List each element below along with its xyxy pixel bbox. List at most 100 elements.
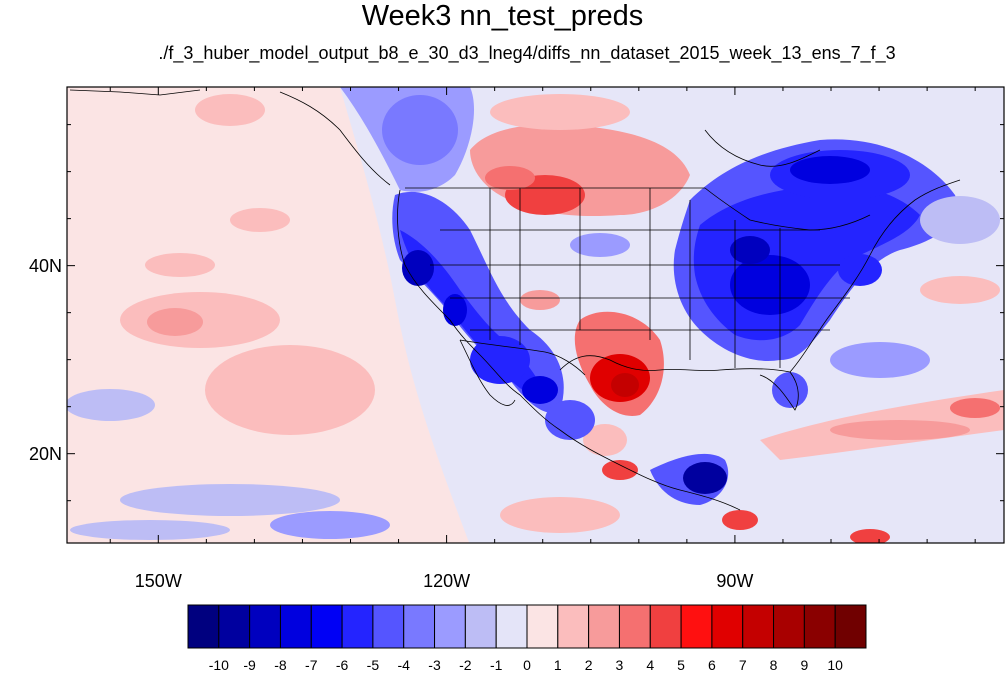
y-tick-label: 20N: [28, 443, 62, 464]
colorbar-swatch: [495, 604, 528, 649]
colorbar-swatch: [742, 604, 775, 649]
colorbar-label: -3: [428, 657, 441, 673]
atlantic-warm-core: [830, 420, 970, 440]
east-coast-cool: [838, 254, 882, 286]
colorbar-label: -6: [335, 657, 349, 673]
tropical-pacific-cool: [120, 484, 340, 516]
north-pacific-warm-blob: [195, 94, 265, 126]
plot-title: Week3 nn_test_preds: [361, 0, 644, 32]
baja-peninsula: [459, 339, 516, 406]
colorbar-label: -10: [208, 657, 229, 673]
atlantic-warm-blob: [920, 276, 1000, 304]
colorbar-swatch: [218, 604, 251, 649]
us-mexico-border: [459, 339, 586, 376]
canada-west-cool-core: [382, 95, 458, 165]
colorbar-label: -2: [459, 657, 472, 673]
colorbar-swatch: [711, 604, 744, 649]
colorbar-swatch: [834, 604, 867, 649]
colorbar-label: -7: [305, 657, 318, 673]
central-cool-blob: [570, 233, 630, 257]
bc-coast: [279, 91, 391, 186]
gulf-coastline: [559, 355, 799, 411]
north-atlantic-cool: [920, 196, 1000, 244]
mexico-south-warm: [602, 460, 638, 480]
colorbar-label: 5: [677, 657, 685, 673]
colorbar-label: 10: [827, 657, 843, 673]
southwest-cool-core: [443, 294, 467, 326]
tropical-pacific-cool-core: [270, 511, 390, 539]
axis-ticks: [67, 87, 1004, 543]
colorbar-swatch: [680, 604, 713, 649]
colorbar-swatch: [187, 604, 220, 649]
texas-warm-peak: [611, 373, 639, 397]
colorbar-label: 0: [523, 657, 531, 673]
south-america-warm: [850, 529, 890, 543]
plot-subtitle: ./f_3_huber_model_output_b8_e_30_d3_lneg…: [158, 43, 896, 63]
colorbar-swatch: [618, 604, 651, 649]
caribbean-neutral: [830, 478, 970, 522]
colorbar-label: -8: [274, 657, 287, 673]
colorbar-swatch: [341, 604, 374, 649]
mexico-west-cool-core: [522, 376, 558, 404]
great-lakes-border: [704, 187, 871, 231]
colorbar-label: 3: [615, 657, 624, 673]
y-tick-label: 40N: [28, 255, 62, 276]
east-pacific-warm: [500, 497, 620, 533]
x-tick-label: 150W: [134, 571, 182, 591]
atlantic-warm-core-2: [950, 398, 1000, 418]
california-cool-core: [402, 250, 434, 286]
hudson-bay-coast: [704, 129, 821, 167]
map-frame: [66, 86, 1005, 544]
central-warm-blob: [520, 290, 560, 310]
mexico-warm-blob: [583, 424, 627, 456]
pacific-cool-blob: [67, 389, 155, 421]
northern-plains-warm-2: [485, 166, 535, 190]
colorbar-swatch: [434, 604, 466, 649]
colorbar-swatch: [372, 604, 405, 649]
mexico-south-cool: [545, 400, 595, 440]
colorbar-swatch: [279, 604, 312, 649]
colorbar-label: -5: [366, 657, 380, 673]
colorbar-swatch: [557, 604, 590, 649]
colorbar-label: 8: [769, 657, 778, 673]
pacific-warm-blob-3: [145, 253, 215, 277]
x-tick-label: 120W: [423, 571, 471, 591]
alaska-coast: [69, 89, 201, 96]
pacific-warm-blob-2: [205, 345, 375, 435]
colorbar-swatch: [464, 604, 497, 649]
ohio-valley-cool-core: [730, 255, 810, 315]
colorbar-label: 6: [708, 657, 716, 673]
central-america-cool-core: [683, 462, 727, 494]
great-lakes-cool-core: [730, 236, 770, 264]
anomaly-field: [67, 87, 1004, 543]
colorbar-swatch: [403, 604, 436, 649]
east-coastline: [789, 179, 961, 373]
colorbar-swatch: [310, 604, 343, 649]
boundaries: [69, 89, 961, 511]
panama-warm: [722, 510, 758, 530]
colorbar-swatch: [803, 604, 836, 649]
colorbar-swatch: [649, 604, 682, 649]
colorbar-label: -9: [243, 657, 256, 673]
tropical-pacific-cool-2: [70, 520, 230, 540]
quebec-cool-core: [790, 156, 870, 184]
colorbar-swatch: [773, 604, 805, 649]
colorbar-swatch: [588, 604, 620, 649]
pacific-warm-blob-4: [230, 208, 290, 232]
colorbar-label: 4: [646, 657, 655, 673]
colorbar-swatch: [526, 604, 559, 649]
pacific-warm-core: [147, 308, 203, 336]
colorbar-label: -4: [397, 657, 410, 673]
canada-central-warm: [490, 94, 630, 130]
colorbar-label: 7: [738, 657, 747, 673]
x-tick-label: 90W: [716, 571, 754, 591]
colorbar-label: -1: [489, 657, 503, 673]
west-coastline: [397, 189, 741, 511]
florida-cool: [772, 372, 808, 408]
atlantic-cool: [830, 342, 930, 378]
colorbar-swatch: [249, 604, 281, 649]
colorbar-label: 2: [584, 657, 593, 673]
colorbar-label: 9: [800, 657, 809, 673]
